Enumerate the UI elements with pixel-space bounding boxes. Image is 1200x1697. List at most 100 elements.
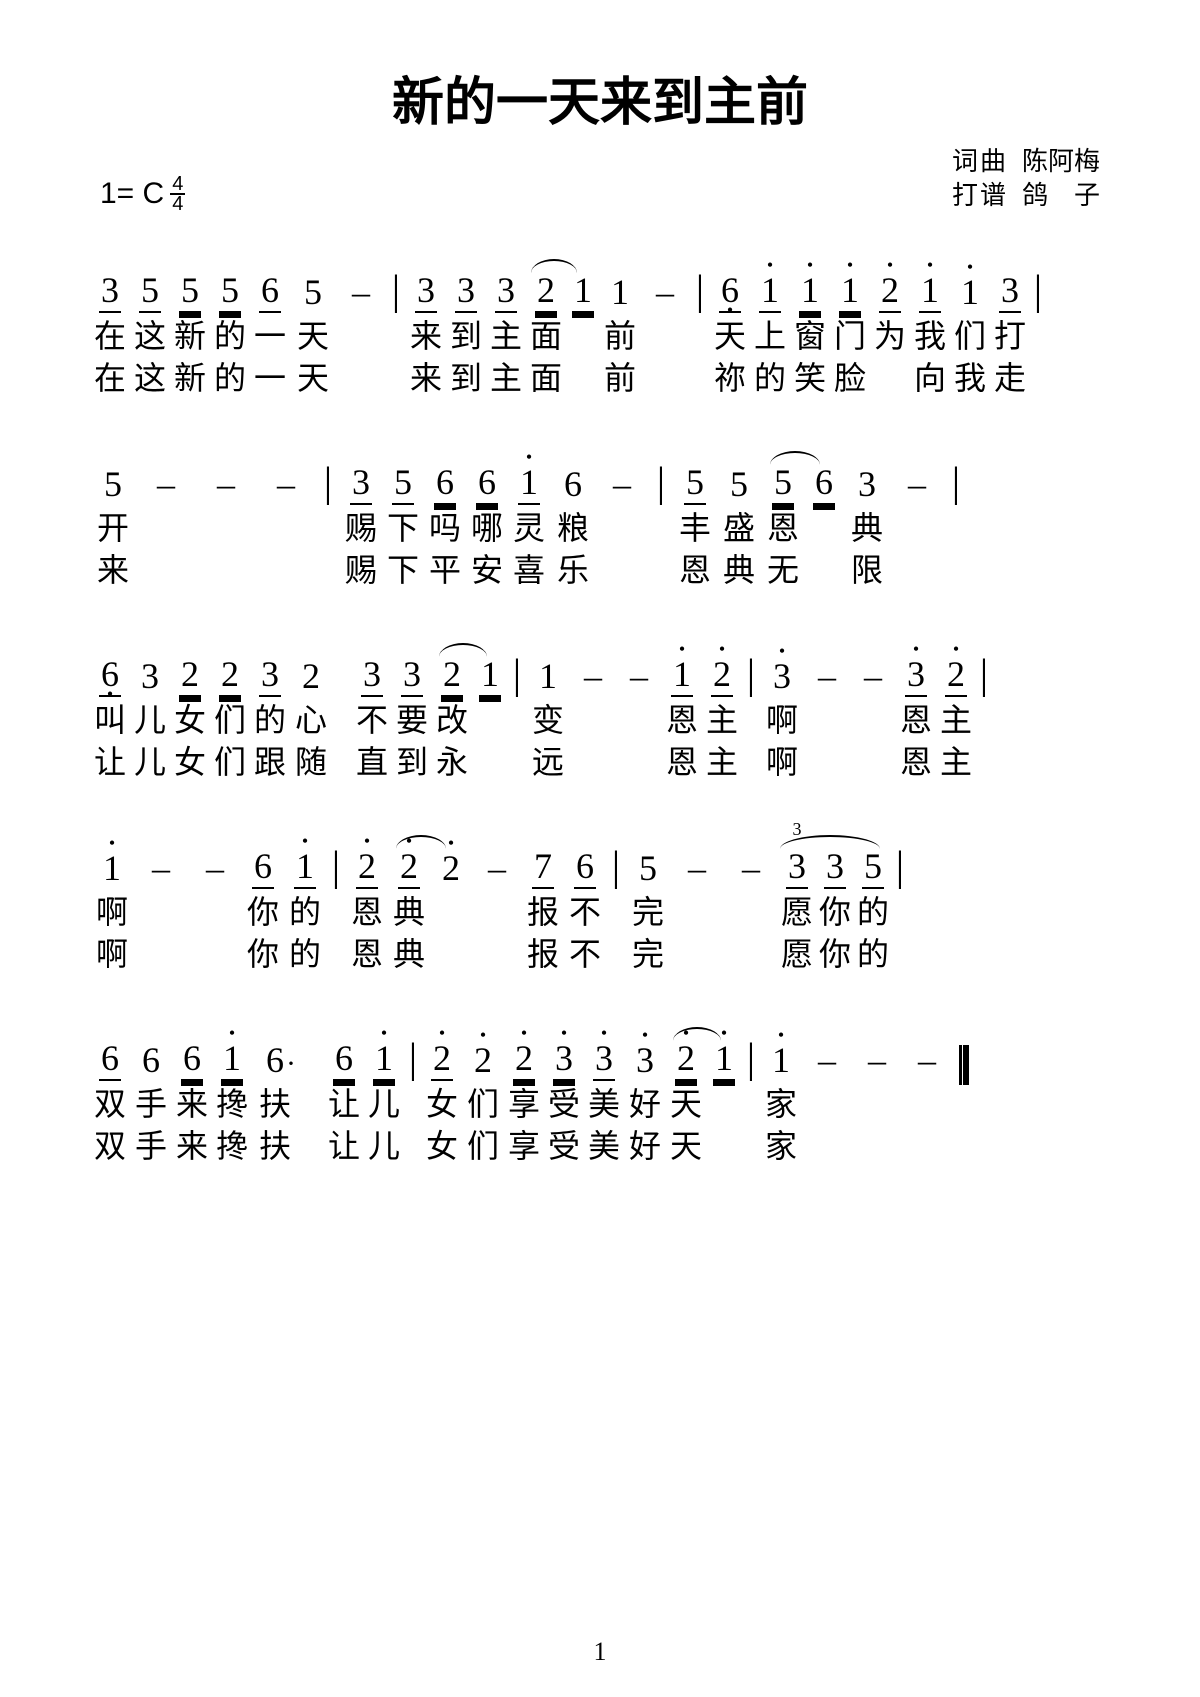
note-cell: 3: [844, 463, 890, 505]
barline: |: [657, 459, 665, 507]
note-number: 2: [302, 656, 320, 696]
lyric-syllable: 远: [526, 737, 570, 783]
lyric-syllable: 心: [290, 695, 332, 741]
lyric-syllable: 灵: [508, 503, 550, 549]
note-cell: |: [742, 649, 760, 697]
song-title: 新的一天来到主前: [90, 60, 1110, 135]
note-cell: 3: [90, 269, 130, 313]
lyric-syllable: 你: [816, 929, 854, 975]
lyric-syllable: 的: [284, 887, 326, 933]
lyric-syllable: 丰: [674, 503, 716, 549]
note: 2: [879, 269, 901, 313]
note-number: 1: [296, 846, 314, 886]
lyric-syllable: 你: [816, 887, 854, 933]
lyric-syllable: 们: [462, 1079, 504, 1125]
note: 2: [398, 845, 420, 889]
note-cell: 2: [388, 845, 430, 889]
lyric-syllable: 窗: [790, 311, 830, 357]
lyric-syllable: 到: [392, 737, 432, 783]
note-cell: |: [606, 841, 626, 889]
note-number: 5: [730, 464, 748, 504]
note: 6: [434, 461, 456, 505]
lyric-syllable: 家: [760, 1079, 802, 1125]
lyric-syllable: 天: [290, 311, 336, 357]
note-cell: 3: [624, 1039, 666, 1081]
note-number: 3: [636, 1040, 654, 1080]
note-number: 5: [141, 270, 159, 310]
notator-name: 鸽 子: [1022, 179, 1100, 213]
note-cell: 6: [710, 269, 750, 313]
note: 3: [455, 269, 477, 313]
lyric-syllable: 完: [626, 887, 670, 933]
note-cell: 2: [422, 1037, 462, 1081]
lyric-line-1: 开赐下吗哪灵粮丰盛恩典: [90, 505, 1110, 547]
barline: |: [747, 1035, 755, 1083]
note: 5: [684, 461, 706, 505]
note-cell: 2: [170, 653, 210, 697]
note-cell: [952, 1041, 976, 1081]
note-number: 1: [375, 1038, 393, 1078]
note-number: 2: [400, 846, 418, 886]
note-cell: 1: [662, 653, 702, 697]
lyric-syllable: 双: [90, 1121, 130, 1167]
note-number: 3: [141, 656, 159, 696]
lyric-syllable: 新: [170, 311, 210, 357]
barline: |: [612, 843, 620, 891]
lyric-syllable: 赐: [340, 503, 382, 549]
lyric-line-1: 在这新的一天来到主面前天上窗门为我们打: [90, 313, 1110, 355]
note-cell: 6: [252, 1039, 298, 1081]
note-number: 1: [574, 270, 592, 310]
lyric-syllable: 受: [544, 1121, 584, 1167]
note-cell: –: [336, 271, 386, 313]
note-number: 5: [394, 462, 412, 502]
duration-dash: –: [908, 463, 926, 505]
barline: |: [1034, 267, 1042, 315]
note-cell: 6: [804, 461, 844, 505]
note-cell: –: [188, 847, 242, 889]
note-cell: 6: [324, 1037, 364, 1081]
lyric-syllable: 报: [522, 929, 564, 975]
note-number: 1: [673, 654, 691, 694]
lyric-syllable: 吗: [424, 503, 466, 549]
lyric-syllable: 好: [624, 1079, 666, 1125]
duration-dash: –: [157, 463, 175, 505]
notes-line: 6661661|22233321|1–––: [90, 1021, 1110, 1081]
note: 3: [401, 653, 423, 697]
note-number: 6: [101, 654, 119, 694]
barline: |: [513, 651, 521, 699]
note-cell: |: [690, 265, 710, 313]
lyric-line-1: 叫儿女们的心不要改变恩主啊恩主: [90, 697, 1110, 739]
note-number: 2: [515, 1038, 533, 1078]
lyric-syllable: 主: [486, 353, 526, 399]
lyric-syllable: 一: [250, 311, 290, 357]
lyric-syllable: 扶: [252, 1121, 298, 1167]
note-number: 5: [221, 270, 239, 310]
lyric-syllable: 的: [750, 353, 790, 399]
note-cell: 1: [750, 269, 790, 313]
note-cell: 5: [674, 461, 716, 505]
note: 2: [472, 1039, 494, 1081]
lyric-syllable: 下: [382, 503, 424, 549]
duration-dash: –: [918, 1039, 936, 1081]
note-cell: 1: [90, 847, 134, 889]
note-cell: 5: [130, 269, 170, 313]
note-cell: –: [596, 463, 648, 505]
time-signature: 4 4: [170, 175, 185, 213]
note-number: 6: [478, 462, 496, 502]
note-cell: –: [724, 847, 778, 889]
note: 3: [139, 655, 161, 697]
note-cell: 2: [936, 653, 976, 697]
note: 5: [392, 461, 414, 505]
note-cell: 2: [702, 653, 742, 697]
note: 3: [99, 269, 121, 313]
note-cell: 5: [290, 271, 336, 313]
lyric-syllable: 不: [352, 695, 392, 741]
note-number: 3: [417, 270, 435, 310]
lyric-syllable: 手: [130, 1079, 172, 1125]
lyric-syllable: 的: [854, 887, 892, 933]
lyric-syllable: 来: [172, 1079, 212, 1125]
duration-dash: –: [352, 271, 370, 313]
lyric-syllable: 来: [172, 1121, 212, 1167]
lyric-syllable: 主: [486, 311, 526, 357]
meta-row: 1= C 4 4 词曲 陈阿梅 打谱 鸽 子: [90, 145, 1110, 213]
